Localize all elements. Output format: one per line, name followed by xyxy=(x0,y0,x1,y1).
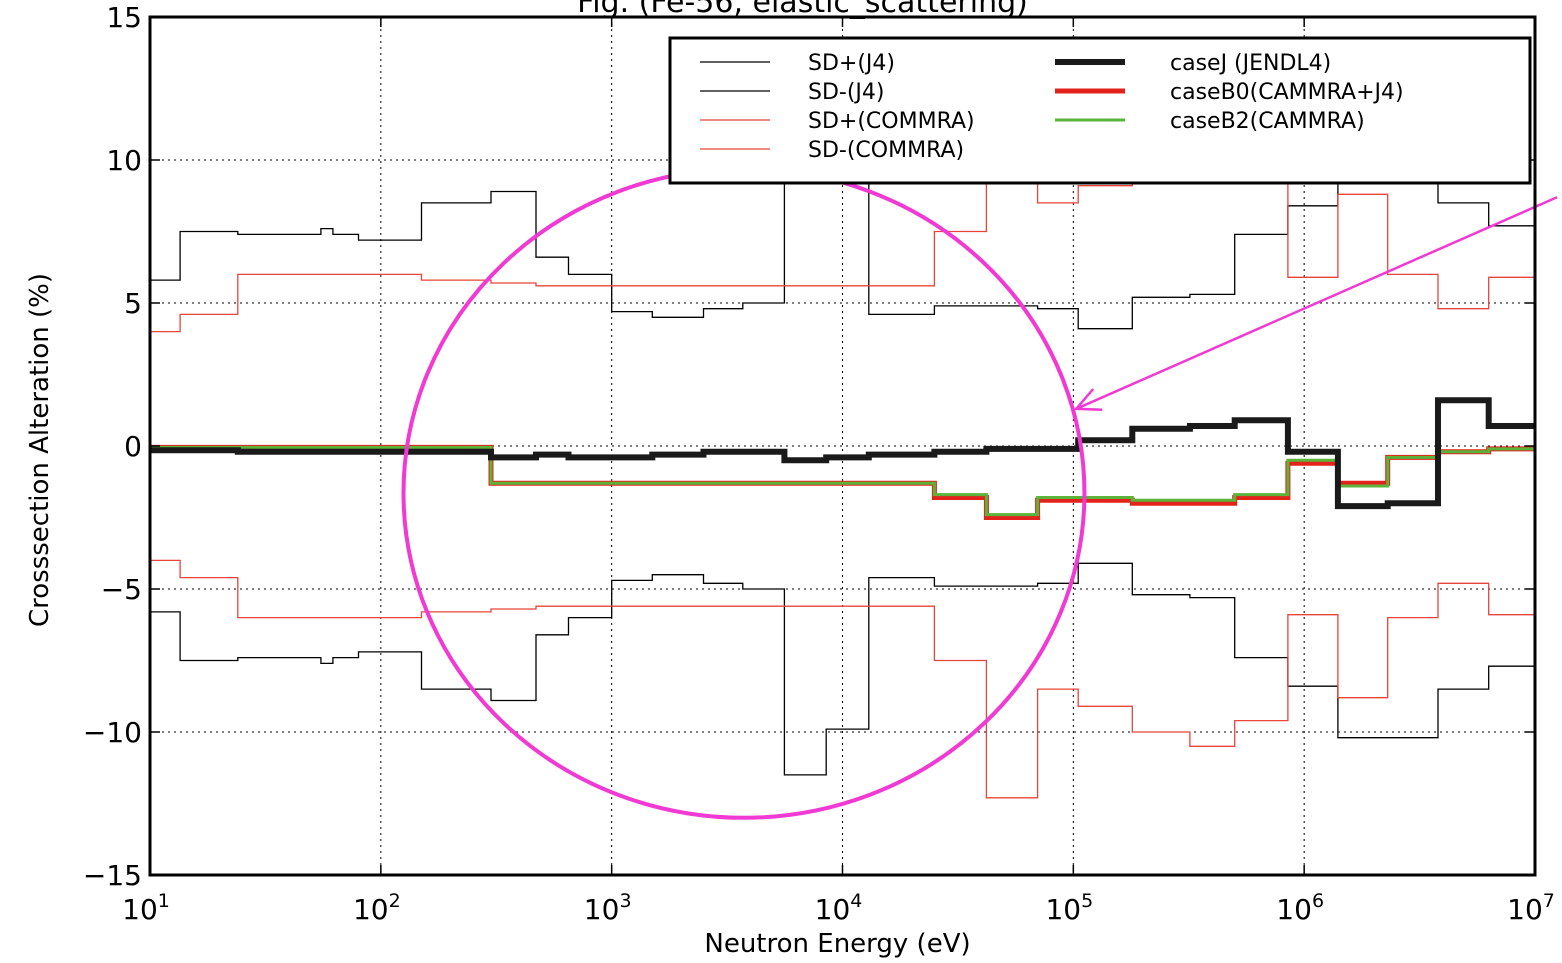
y-tick-label: −5 xyxy=(101,573,142,606)
x-tick-label: 106 xyxy=(1276,890,1324,926)
x-tick-label: 107 xyxy=(1507,890,1555,926)
y-tick-label: 10 xyxy=(106,144,142,177)
x-tick-label: 102 xyxy=(353,890,401,926)
legend-entry-label: SD-(J4) xyxy=(808,80,885,105)
legend-entry-label: caseB0(CAMMRA+J4) xyxy=(1170,80,1404,105)
y-tick-label: −10 xyxy=(83,716,142,749)
x-tick-label: 105 xyxy=(1045,890,1093,926)
annotation-arrowhead xyxy=(1073,388,1103,411)
legend-entry-label: SD-(COMMRA) xyxy=(808,138,964,163)
x-tick-exponent: 3 xyxy=(619,890,631,912)
y-tick-label: 5 xyxy=(124,287,142,320)
x-tick-exponent: 2 xyxy=(389,890,401,912)
x-tick-exponent: 5 xyxy=(1081,890,1093,912)
y-tick-label: 0 xyxy=(124,430,142,463)
x-tick-exponent: 1 xyxy=(158,890,170,912)
y-tick-label: −15 xyxy=(83,859,142,892)
y-tick-label: 15 xyxy=(106,1,142,34)
x-tick-exponent: 6 xyxy=(1312,890,1324,912)
x-tick-exponent: 7 xyxy=(1543,890,1555,912)
grid-lines xyxy=(150,17,1535,875)
series-line-sd-j4- xyxy=(150,562,1535,776)
legend-entry-label: SD+(J4) xyxy=(808,51,895,76)
series-line-caseb2-cammra- xyxy=(150,445,1535,517)
x-axis-label: Neutron Energy (eV) xyxy=(704,929,970,959)
series-line-sd-commra- xyxy=(150,93,1535,333)
x-tick-label: 101 xyxy=(122,890,170,926)
series-line-sd-j4- xyxy=(150,116,1535,330)
annotation-arrow xyxy=(1075,196,1558,410)
series-group xyxy=(150,93,1535,799)
x-tick-exponent: 4 xyxy=(850,890,862,912)
y-axis-label: Crosssection Alteration (%) xyxy=(25,273,55,627)
chart-title: Fig. (Fe-56, elastic_scattering) xyxy=(577,0,1028,20)
legend: SD+(J4) SD-(J4) SD+(COMMRA) SD-(COMMRA) case… xyxy=(668,36,1532,185)
x-tick-label: 104 xyxy=(815,890,863,926)
x-tick-label: 103 xyxy=(584,890,632,926)
legend-entry-label: caseB2(CAMMRA) xyxy=(1170,109,1365,134)
legend-entry-label: SD+(COMMRA) xyxy=(808,109,975,134)
legend-entry-label: caseJ (JENDL4) xyxy=(1170,51,1331,76)
series-line-casej-jendl4- xyxy=(150,397,1535,510)
series-line-sd-commra- xyxy=(150,559,1535,799)
